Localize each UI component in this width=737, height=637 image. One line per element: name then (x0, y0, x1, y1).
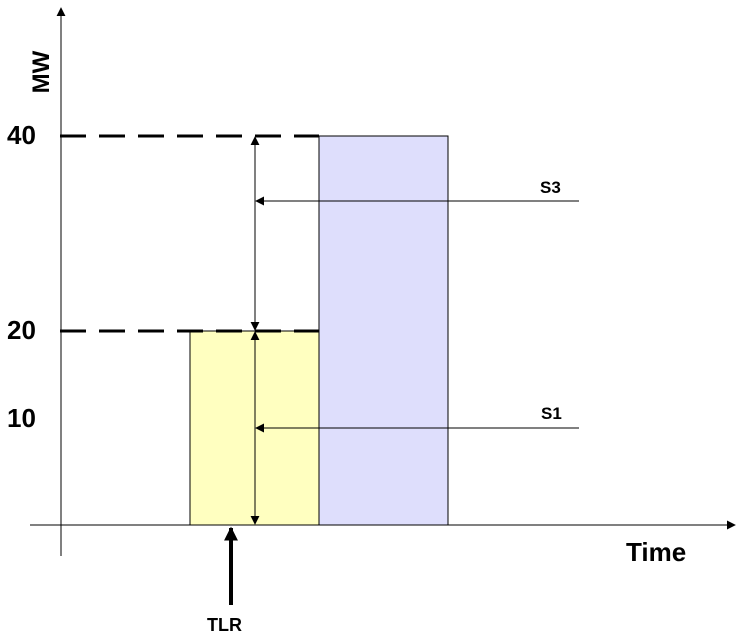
y-tick-label: 20 (7, 315, 36, 345)
y-axis-label: MW (28, 50, 55, 93)
annotation-tlr: TLR (207, 615, 242, 635)
bar-s3 (318, 135, 449, 526)
y-tick-label: 10 (7, 403, 36, 433)
annotation-s1: S1 (541, 404, 562, 423)
x-axis-label: Time (626, 537, 686, 567)
annotation-s3: S3 (540, 178, 561, 197)
y-tick-label: 40 (7, 120, 36, 150)
